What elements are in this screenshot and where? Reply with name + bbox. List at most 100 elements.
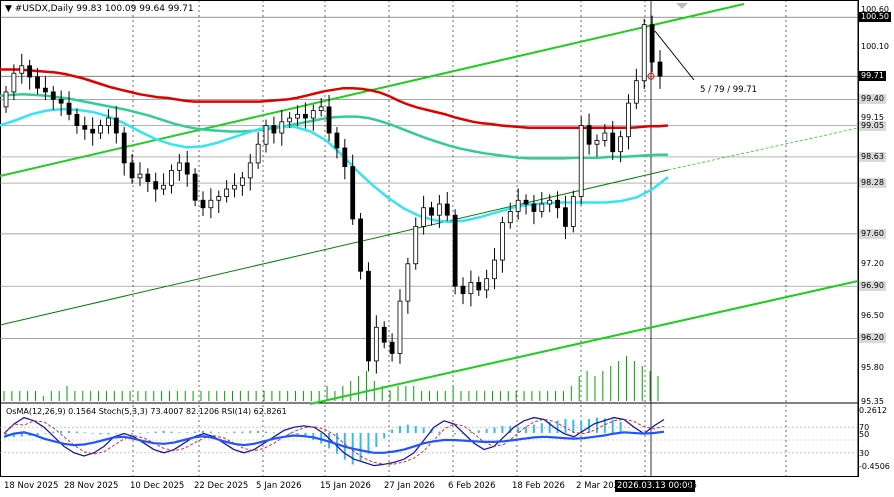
candle-body	[452, 214, 458, 287]
price-label: 99.05	[859, 120, 886, 131]
candle-body	[570, 196, 576, 227]
candle-body	[208, 199, 214, 209]
candle-body	[239, 177, 245, 186]
candle-body	[11, 72, 17, 93]
date-label: 28 Nov 2025	[64, 481, 119, 491]
date-label: 5 Jan 2026	[256, 481, 302, 491]
symbol-label: #USDX,Daily	[14, 4, 74, 14]
price-label: 95.80	[859, 363, 886, 374]
candle-body	[200, 199, 206, 209]
candle-body	[531, 203, 537, 212]
price-marker	[647, 72, 655, 80]
candle-body	[66, 102, 72, 115]
channel-lower-line	[309, 280, 859, 405]
candle-body	[610, 132, 616, 153]
indicator-scale-label: 70	[859, 423, 870, 432]
candle-body	[421, 207, 427, 227]
candle-body	[184, 162, 190, 175]
candle-body	[82, 125, 88, 130]
cursor-time-label: 2026.03.13 00:00	[615, 480, 695, 492]
candle-body	[137, 173, 143, 179]
price-label: 100.50	[859, 12, 891, 23]
volume-histogram	[3, 356, 659, 401]
candle-body	[492, 259, 497, 280]
stoch-signal-line	[3, 418, 665, 465]
candle-body	[381, 326, 387, 343]
candle-body	[27, 65, 33, 78]
candle-body	[74, 113, 80, 126]
candle-body	[649, 24, 655, 63]
candle-body	[366, 270, 371, 362]
candlesticks	[3, 15, 663, 374]
candle-body	[413, 226, 419, 265]
candle-body	[389, 341, 395, 354]
collapse-arrow-icon[interactable]: ▼	[5, 4, 12, 14]
candle-body	[303, 113, 308, 119]
candle-body	[444, 203, 450, 216]
date-label: 10 Dec 2025	[130, 481, 185, 491]
candle-body	[279, 121, 285, 134]
candle-body	[42, 87, 48, 93]
moving-averages	[0, 68, 669, 224]
chart-annotations	[647, 3, 695, 81]
price-label: 99.40	[859, 94, 886, 105]
candle-body	[106, 117, 111, 126]
candle-body	[192, 173, 198, 201]
candle-body	[98, 125, 103, 134]
candle-body	[373, 326, 379, 362]
candle-body	[216, 196, 222, 201]
candle-body	[657, 61, 663, 77]
scroll-marker-icon	[676, 3, 688, 9]
indicator-scale-label: 50	[859, 430, 870, 439]
price-label: 100.60	[859, 4, 891, 15]
candle-body	[295, 113, 300, 119]
candle-body	[555, 199, 560, 209]
candle-body	[161, 184, 166, 190]
indicator-scale-label: 0.2612	[859, 406, 887, 415]
price-label: 96.20	[859, 333, 886, 344]
candle-body	[224, 188, 230, 197]
candle-body	[50, 91, 56, 100]
candle-body	[153, 181, 159, 190]
candle-body	[405, 263, 411, 302]
price-label: 97.20	[859, 258, 886, 269]
candle-body	[247, 162, 253, 179]
candle-body	[334, 132, 340, 149]
candle-body	[563, 207, 568, 227]
indicator-header: OsMA(12,26,9) 0.1564 Stoch(5,3,3) 73.400…	[6, 407, 287, 416]
candle-body	[436, 203, 442, 216]
candle-body	[121, 132, 127, 164]
candle-body	[578, 125, 584, 197]
candle-body	[113, 117, 119, 134]
candle-body	[232, 184, 237, 190]
candle-body	[58, 98, 64, 104]
candle-body	[633, 80, 639, 104]
candle-body	[586, 125, 592, 145]
candle-body	[19, 65, 25, 74]
candle-body	[169, 169, 174, 186]
candle-body	[90, 128, 96, 134]
ohlc-values: 99.83 100.09 99.64 99.71	[76, 4, 194, 14]
candle-body	[602, 132, 608, 141]
ema-teal-line	[0, 92, 668, 160]
candle-body	[476, 282, 482, 291]
ema-red-line	[0, 68, 669, 130]
candle-body	[626, 102, 631, 138]
channel-mid-extension	[667, 127, 859, 171]
candle-body	[429, 207, 434, 216]
trendline-segment	[654, 30, 695, 81]
candle-body	[500, 222, 505, 261]
price-label: 100.10	[859, 42, 891, 53]
candle-body	[484, 278, 490, 291]
candle-body	[460, 285, 466, 295]
candle-body	[618, 136, 624, 153]
candle-body	[358, 218, 363, 272]
candle-body	[271, 125, 277, 134]
candle-body	[287, 117, 293, 123]
price-label: 98.63	[859, 151, 886, 162]
price-label: 98.28	[859, 178, 886, 189]
price-label: 96.50	[859, 311, 886, 322]
candle-body	[515, 199, 521, 212]
price-label: 95.35	[859, 397, 886, 407]
